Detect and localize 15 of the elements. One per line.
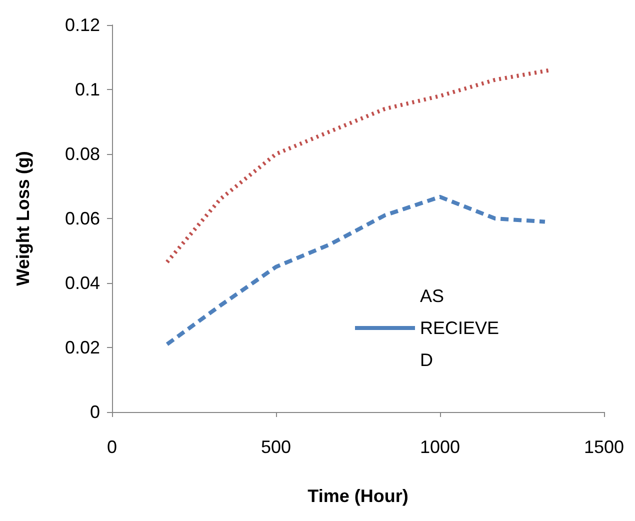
y-tick-label: 0.06 [64,208,100,228]
y-tick-label: 0 [90,402,100,422]
y-tick-label: 0.12 [64,15,100,35]
y-tick-label: 0.1 [74,80,100,100]
y-tick-label: 0.04 [64,273,100,293]
x-axis-title: Time (Hour) [308,486,408,506]
x-tick-label: 0 [106,437,118,457]
x-tick-label: 500 [260,437,292,457]
y-tick-label: 0.02 [64,338,100,358]
line-series [165,194,547,346]
y-tick-label: 0.08 [64,144,100,164]
x-tick-label: 1000 [420,437,460,457]
y-axis-title: Weight Loss (g) [13,151,33,286]
x-tick-label: 1500 [584,437,624,457]
legend-label: AS RECIEVED [420,286,500,370]
